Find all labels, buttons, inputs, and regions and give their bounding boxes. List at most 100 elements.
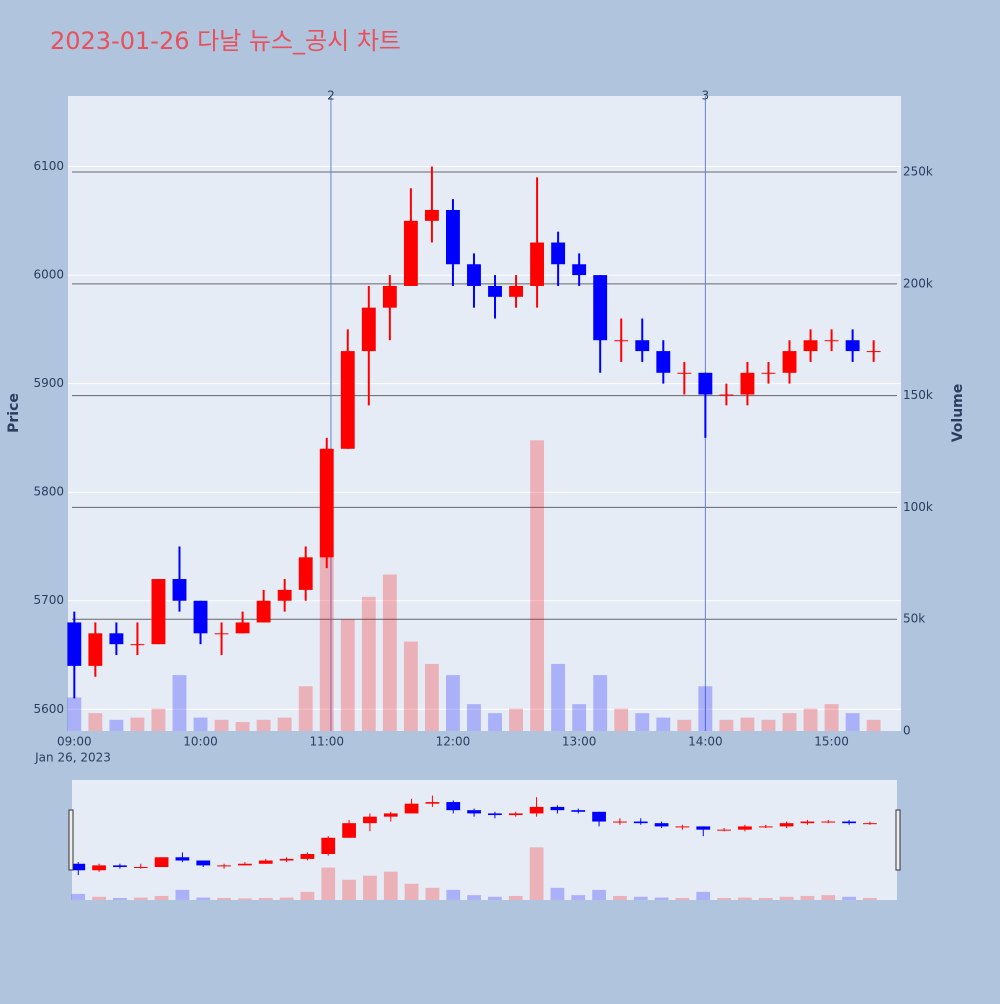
volume-bar: [488, 713, 502, 731]
candle-body: [361, 307, 376, 352]
candle-body: [782, 351, 797, 373]
volume-bar: [572, 704, 587, 731]
slider-candle-body: [133, 867, 148, 869]
slider-volume-bar: [342, 879, 356, 900]
volume-bar: [214, 719, 229, 731]
y-tick-label: 6000: [33, 268, 64, 282]
slider-volume-bar: [571, 895, 586, 900]
volume-bar: [782, 713, 797, 731]
candle-body: [88, 633, 103, 666]
candle-body: [551, 242, 566, 265]
volume-bar: [761, 719, 776, 731]
slider-volume-bar: [633, 896, 648, 900]
candle-body: [403, 220, 418, 286]
slider-candle-body: [571, 810, 586, 812]
volume-bar: [424, 663, 439, 731]
candle-body: [866, 351, 881, 353]
slider-handle-left[interactable]: [68, 809, 74, 871]
candle-body: [256, 600, 271, 623]
volume-bar: [67, 697, 82, 731]
candle-body: [130, 644, 145, 646]
y2-tick-label: 50k: [903, 612, 925, 626]
slider-candle-body: [196, 860, 211, 866]
volume-bar: [130, 717, 145, 731]
slider-candle-body: [300, 854, 315, 859]
slider-volume-bar: [696, 891, 711, 900]
candle-body: [719, 394, 734, 396]
volume-bar: [824, 704, 839, 731]
slider-candle-body: [508, 813, 523, 816]
volume-bar: [319, 552, 334, 731]
slider-volume-bar: [238, 898, 252, 900]
slider-volume-bar: [467, 895, 481, 900]
slider-volume-bar: [508, 895, 523, 900]
volume-bar: [593, 675, 608, 731]
candle-body: [277, 589, 292, 601]
y-axis-title: Price: [6, 393, 22, 433]
volume-bar: [530, 440, 545, 731]
candle-body: [424, 209, 439, 221]
slider-candle-body: [175, 857, 190, 861]
candle-body: [803, 340, 818, 352]
volume-bar: [803, 708, 818, 731]
annotation: 2: [327, 89, 335, 103]
y-tick-label: 5700: [33, 593, 64, 607]
x-tick-label: 13:00: [562, 735, 597, 749]
candle-body: [530, 242, 545, 286]
range-slider[interactable]: [72, 780, 897, 900]
slider-volume-bar: [529, 847, 544, 900]
slider-candle-body: [550, 806, 565, 811]
volume-bar: [382, 574, 397, 731]
volume-bar: [845, 713, 860, 731]
x-tick-label: 12:00: [436, 735, 471, 749]
candle-body: [214, 633, 229, 635]
x-tick-label: 10:00: [183, 735, 218, 749]
y2-tick-label: 100k: [903, 500, 933, 514]
slider-candle-body: [800, 821, 815, 824]
slider-candle-body: [529, 806, 544, 814]
slider-volume-bar: [863, 897, 877, 900]
candle-body: [109, 633, 124, 645]
slider-volume-bar: [175, 889, 190, 900]
candle-body: [298, 557, 313, 590]
volume-bar: [446, 675, 460, 731]
slider-volume-bar: [217, 897, 231, 900]
candle-body: [235, 622, 250, 634]
slider-candle-body: [238, 863, 252, 866]
slider-volume-bar: [446, 889, 461, 900]
y2-tick-label: 250k: [903, 165, 933, 179]
slider-candle-body: [863, 823, 877, 825]
volume-bar: [719, 719, 734, 731]
volume-bar: [277, 717, 292, 731]
candle-body: [677, 372, 692, 374]
slider-candle-body: [758, 826, 773, 828]
slider-volume-bar: [800, 895, 815, 900]
slider-candle-body: [675, 826, 690, 828]
slider-candle-body: [842, 821, 856, 824]
volume-bar: [467, 704, 481, 731]
slider-candle-body: [258, 860, 273, 864]
volume-bar: [740, 717, 755, 731]
candle-body: [740, 372, 755, 395]
slider-candle-body: [738, 826, 752, 830]
slider-volume-bar: [154, 895, 169, 900]
candle-body: [593, 275, 608, 341]
volume-bar: [551, 663, 566, 731]
slider-candle-body: [217, 865, 231, 867]
plot-area: [68, 96, 901, 731]
candle-body: [488, 285, 502, 297]
slider-candle-body: [92, 865, 106, 871]
slider-volume-bar: [404, 883, 419, 900]
slider-volume-bar: [321, 867, 336, 900]
slider-volume-bar: [258, 897, 273, 900]
slider-candle-body: [613, 821, 627, 823]
volume-bar: [256, 719, 271, 731]
slider-volume-bar: [592, 889, 606, 900]
y-tick-label: 5800: [33, 485, 64, 499]
slider-handle-right[interactable]: [895, 809, 901, 871]
slider-volume-bar: [758, 897, 773, 900]
slider-volume-bar: [279, 897, 294, 900]
slider-candle-body: [363, 816, 377, 824]
x-tick-label: 11:00: [309, 735, 344, 749]
